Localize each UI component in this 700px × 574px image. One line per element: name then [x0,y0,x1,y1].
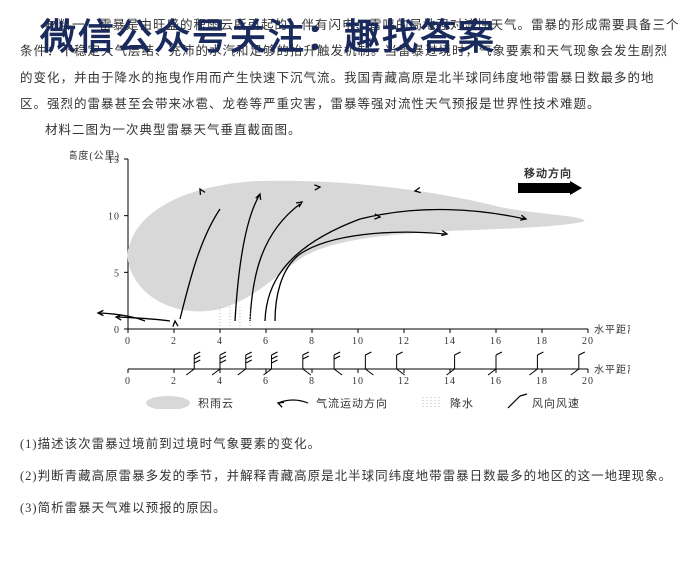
svg-text:水平距离(公里): 水平距离(公里) [594,323,630,336]
svg-text:积雨云: 积雨云 [198,397,234,409]
watermark-banner: 微信公众号关注：趣找答案 [40,8,660,60]
svg-text:水平距离(公里): 水平距离(公里) [594,363,630,376]
question-2: (2)判断青藏高原雷暴多发的季节，并解释青藏高原是北半球同纬度地带雷暴日数最多的… [20,461,680,491]
svg-text:降水: 降水 [450,396,474,409]
svg-text:10: 10 [352,376,364,387]
svg-text:14: 14 [444,336,456,347]
svg-text:8: 8 [309,336,315,347]
material-2: 材料二图为一次典型雷暴天气垂直截面图。 [20,117,680,143]
questions: (1)描述该次雷暴过境前到过境时气象要素的变化。 (2)判断青藏高原雷暴多发的季… [20,429,680,523]
question-1: (1)描述该次雷暴过境前到过境时气象要素的变化。 [20,429,680,459]
svg-text:风向风速: 风向风速 [532,396,580,409]
thunderstorm-chart: 高度(公里)05101502468101214161820水平距离(公里)024… [70,149,630,418]
svg-text:10: 10 [108,212,120,223]
svg-text:8: 8 [309,376,315,387]
svg-text:0: 0 [114,325,120,336]
svg-text:气流运动方向: 气流运动方向 [316,396,388,409]
svg-text:6: 6 [263,336,269,347]
svg-text:18: 18 [536,336,548,347]
svg-text:5: 5 [114,269,120,280]
svg-text:14: 14 [444,376,456,387]
svg-text:0: 0 [125,376,131,387]
svg-text:10: 10 [352,336,364,347]
svg-text:4: 4 [217,336,223,347]
svg-text:20: 20 [582,336,594,347]
svg-text:移动方向: 移动方向 [524,166,572,180]
svg-text:16: 16 [490,376,502,387]
svg-text:2: 2 [171,336,177,347]
svg-text:12: 12 [398,376,410,387]
svg-text:0: 0 [125,336,131,347]
chart-svg: 高度(公里)05101502468101214161820水平距离(公里)024… [70,149,630,409]
svg-text:4: 4 [217,376,223,387]
svg-text:12: 12 [398,336,410,347]
question-3: (3)简析雷暴天气难以预报的原因。 [20,493,680,523]
svg-text:16: 16 [490,336,502,347]
svg-text:15: 15 [108,155,120,166]
svg-text:18: 18 [536,376,548,387]
svg-text:6: 6 [263,376,269,387]
svg-text:2: 2 [171,376,177,387]
svg-text:20: 20 [582,376,594,387]
document-body: 材料一 雷暴是由旺盛的积雨云所引起的，伴有闪电、雷鸣的局地强对流性天气。雷暴的形… [0,0,700,535]
